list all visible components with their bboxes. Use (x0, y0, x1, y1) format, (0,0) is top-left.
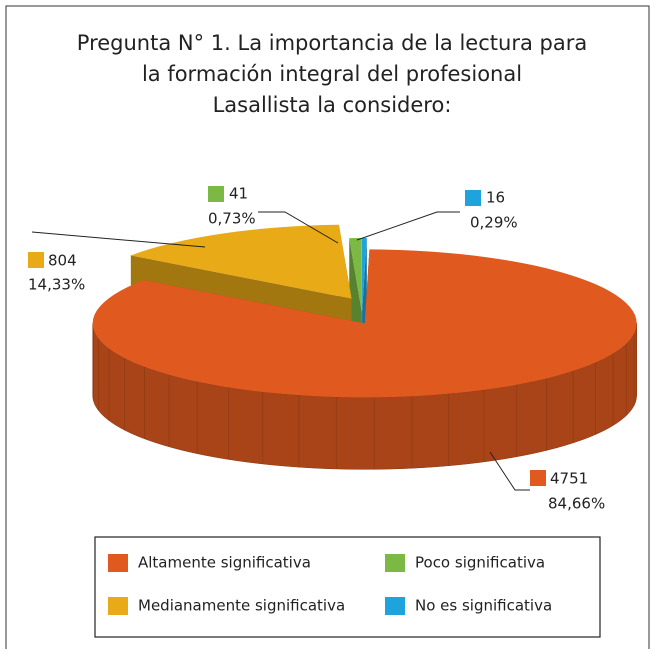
leader-line (32, 232, 205, 247)
legend-box (95, 537, 600, 637)
data-label: 4751 (550, 470, 588, 488)
legend-label: Poco significativa (415, 554, 545, 572)
chart-title: la formación integral del profesional (142, 62, 522, 86)
label-swatch (530, 470, 546, 486)
data-label: 14,33% (28, 276, 85, 294)
leader-line (357, 212, 460, 240)
data-label: 16 (486, 189, 505, 207)
data-label: 0,29% (470, 214, 518, 232)
legend-swatch (108, 597, 128, 615)
legend-swatch (108, 554, 128, 572)
chart-title: Lasallista la considero: (213, 93, 452, 117)
legend-label: No es significativa (415, 597, 552, 615)
chart-title: Pregunta N° 1. La importancia de la lect… (77, 31, 587, 55)
legend-label: Medianamente significativa (138, 597, 345, 615)
data-label: 41 (229, 185, 248, 203)
legend-label: Altamente significativa (138, 554, 311, 572)
label-swatch (28, 252, 44, 268)
data-label: 804 (48, 252, 77, 270)
legend-swatch (385, 554, 405, 572)
legend-swatch (385, 597, 405, 615)
data-label: 84,66% (548, 495, 605, 513)
label-swatch (208, 186, 224, 202)
label-swatch (465, 190, 481, 206)
data-label: 0,73% (208, 210, 256, 228)
